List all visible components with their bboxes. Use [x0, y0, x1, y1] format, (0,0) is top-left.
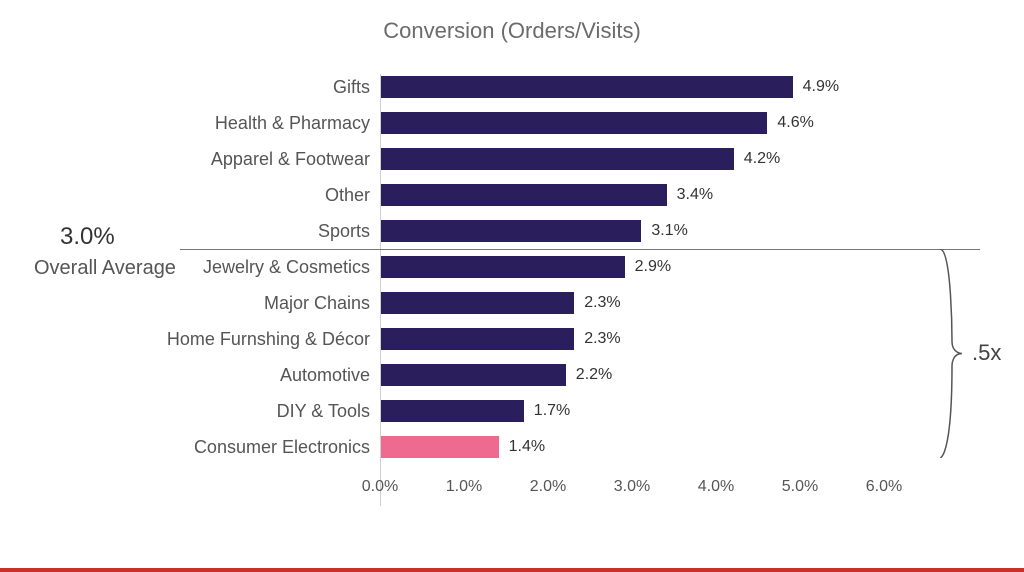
chart-area: Gifts 4.9% Health & Pharmacy 4.6% Apparel & …	[0, 70, 1024, 540]
bar	[381, 328, 574, 350]
bar	[381, 112, 767, 134]
x-tick-label: 2.0%	[530, 478, 566, 496]
bar	[381, 184, 667, 206]
category-label: Health & Pharmacy	[215, 112, 370, 134]
chart-title: Conversion (Orders/Visits)	[0, 18, 1024, 44]
category-label: Gifts	[333, 76, 370, 98]
bar-value-label: 3.4%	[677, 184, 713, 206]
category-label: Home Furnshing & Décor	[167, 328, 370, 350]
category-label: Other	[325, 184, 370, 206]
category-label: DIY & Tools	[277, 400, 370, 422]
bar-row: Consumer Electronics 1.4%	[0, 436, 1024, 458]
bar-value-label: 1.7%	[534, 400, 570, 422]
category-label: Consumer Electronics	[194, 436, 370, 458]
brace-label: .5x	[972, 340, 1001, 366]
bar	[381, 76, 793, 98]
bar	[381, 436, 499, 458]
bar-value-label: 2.2%	[576, 364, 612, 386]
bar	[381, 256, 625, 278]
x-tick-label: 6.0%	[866, 478, 902, 496]
bar-row: Apparel & Footwear 4.2%	[0, 148, 1024, 170]
bar-row: Sports 3.1%	[0, 220, 1024, 242]
average-rule	[180, 249, 980, 250]
average-text-label: Overall Average	[34, 257, 176, 280]
bar-value-label: 3.1%	[651, 220, 687, 242]
bottom-border	[0, 568, 1024, 572]
bar-value-label: 4.6%	[777, 112, 813, 134]
bar-row: Other 3.4%	[0, 184, 1024, 206]
bar	[381, 292, 574, 314]
category-label: Major Chains	[264, 292, 370, 314]
category-label: Apparel & Footwear	[211, 148, 370, 170]
bar-row: DIY & Tools 1.7%	[0, 400, 1024, 422]
bar	[381, 400, 524, 422]
bar-row: Major Chains 2.3%	[0, 292, 1024, 314]
bar	[381, 364, 566, 386]
bar-row: Health & Pharmacy 4.6%	[0, 112, 1024, 134]
bar-value-label: 2.3%	[584, 328, 620, 350]
bar-row: Automotive 2.2%	[0, 364, 1024, 386]
bar-row: Gifts 4.9%	[0, 76, 1024, 98]
bar-value-label: 4.9%	[803, 76, 839, 98]
bar-row: Home Furnshing & Décor 2.3%	[0, 328, 1024, 350]
category-label: Jewelry & Cosmetics	[203, 256, 370, 278]
bar-value-label: 4.2%	[744, 148, 780, 170]
x-tick-label: 1.0%	[446, 478, 482, 496]
bar-value-label: 2.3%	[584, 292, 620, 314]
x-tick-label: 4.0%	[698, 478, 734, 496]
x-tick-label: 5.0%	[782, 478, 818, 496]
average-value-label: 3.0%	[60, 223, 115, 251]
category-label: Automotive	[280, 364, 370, 386]
x-tick-label: 3.0%	[614, 478, 650, 496]
bar	[381, 148, 734, 170]
bar-value-label: 1.4%	[509, 436, 545, 458]
category-label: Sports	[318, 220, 370, 242]
bar-value-label: 2.9%	[635, 256, 671, 278]
bar	[381, 220, 641, 242]
x-tick-label: 0.0%	[362, 478, 398, 496]
brace-annotation	[936, 249, 964, 458]
